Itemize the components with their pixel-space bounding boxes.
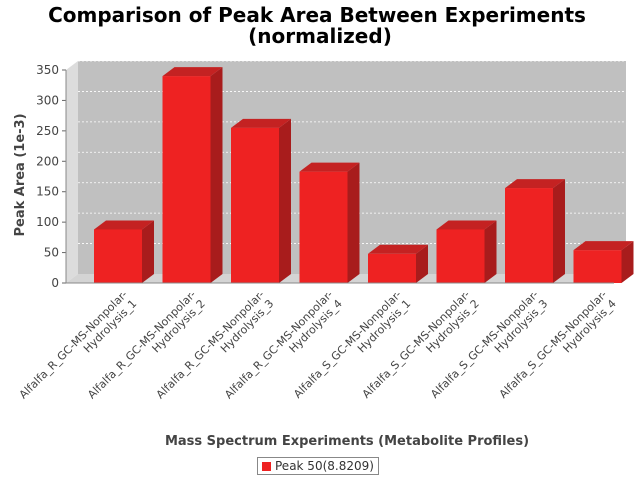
x-axis-label: Mass Spectrum Experiments (Metabolite Pr… <box>165 434 529 449</box>
chart-subtitle: (normalized) <box>248 24 392 48</box>
x-tick-label-line: Alfalfa_R_GC-MS-Nonpolar- <box>85 288 198 401</box>
y-tick-label: 150 <box>36 185 59 199</box>
bar-side <box>484 220 497 283</box>
x-tick-labels: Alfalfa_R_GC-MS-Nonpolar-Hydrolysis_1Alf… <box>17 288 619 401</box>
y-tick-label: 100 <box>36 215 59 229</box>
bar-side <box>621 241 634 283</box>
bars <box>94 67 634 283</box>
bar-top <box>299 162 360 172</box>
y-tick-label: 250 <box>36 124 59 138</box>
bar <box>94 229 142 283</box>
chart-title: Comparison of Peak Area Between Experime… <box>48 3 586 27</box>
plot-left-wall <box>66 61 78 283</box>
bar-top <box>368 244 428 254</box>
y-axis-label: Peak Area (1e-3) <box>13 113 28 236</box>
x-tick-label-line: Alfalfa_R_GC-MS-Nonpolar- <box>17 288 130 401</box>
y-tick-label: 200 <box>36 154 59 168</box>
bar-top <box>94 220 154 230</box>
bar-side <box>279 118 291 283</box>
bar-side <box>553 179 565 283</box>
bar <box>299 171 348 283</box>
bar <box>505 188 553 283</box>
bar-top <box>573 241 634 251</box>
y-tick-label: 350 <box>36 63 59 77</box>
y-tick-label: 0 <box>51 276 59 290</box>
y-tick-label: 50 <box>44 246 59 260</box>
bar-top <box>231 118 291 128</box>
bar-side <box>210 67 223 283</box>
bar <box>573 250 622 283</box>
y-axis: 0 50 100 150 200 250 300 350 <box>36 63 614 290</box>
x-tick-label-line: Alfalfa_R_GC-MS-Nonpolar- <box>154 288 267 401</box>
bar-top <box>436 220 497 230</box>
x-tick-label: Alfalfa_R_GC-MS-Nonpolar-Hydrolysis_1 <box>17 288 140 401</box>
bar-side <box>347 162 360 283</box>
x-tick-label-line: Alfalfa_R_GC-MS-Nonpolar- <box>222 288 335 401</box>
bar <box>368 253 416 283</box>
legend: Peak 50(8.8209) <box>257 457 379 475</box>
y-tick-label: 300 <box>36 93 59 107</box>
bar-side <box>142 220 154 283</box>
bar-top <box>162 67 223 77</box>
bar <box>162 76 211 283</box>
bar <box>436 229 485 283</box>
legend-swatch <box>262 461 271 471</box>
legend-label: Peak 50(8.8209) <box>275 459 374 473</box>
bar-top <box>505 179 565 189</box>
bar <box>231 127 279 283</box>
bar-side <box>416 244 428 283</box>
